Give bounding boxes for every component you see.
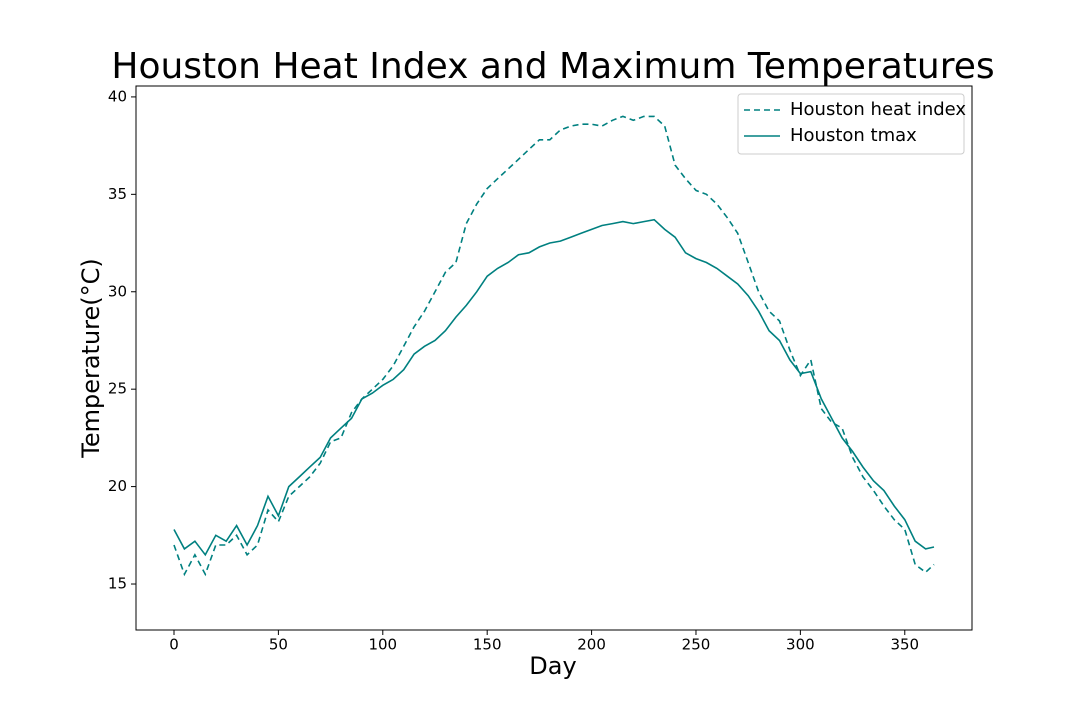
x-tick-label: 100 [368,636,397,654]
x-tick-label: 0 [169,636,179,654]
x-tick-label: 50 [269,636,288,654]
x-tick-label: 200 [577,636,606,654]
y-tick-label: 15 [108,575,127,593]
y-axis-label: Temperature(°C) [77,258,105,459]
y-tick-label: 35 [108,185,127,203]
legend-label: Houston heat index [790,99,966,120]
x-tick-label: 250 [682,636,711,654]
legend-box [737,93,965,155]
legend-label: Houston tmax [790,125,917,146]
x-tick-label: 150 [473,636,502,654]
x-tick-label: 300 [786,636,815,654]
y-tick-label: 40 [108,87,127,105]
chart-title: Houston Heat Index and Maximum Temperatu… [111,46,994,87]
series-line [173,218,935,557]
series-line [173,115,935,577]
x-tick-label: 350 [890,636,919,654]
x-axis-label: Day [529,652,576,680]
plot-frame [135,85,973,631]
y-tick-label: 20 [108,477,127,495]
y-tick-label: 25 [108,380,127,398]
y-tick-label: 30 [108,282,127,300]
